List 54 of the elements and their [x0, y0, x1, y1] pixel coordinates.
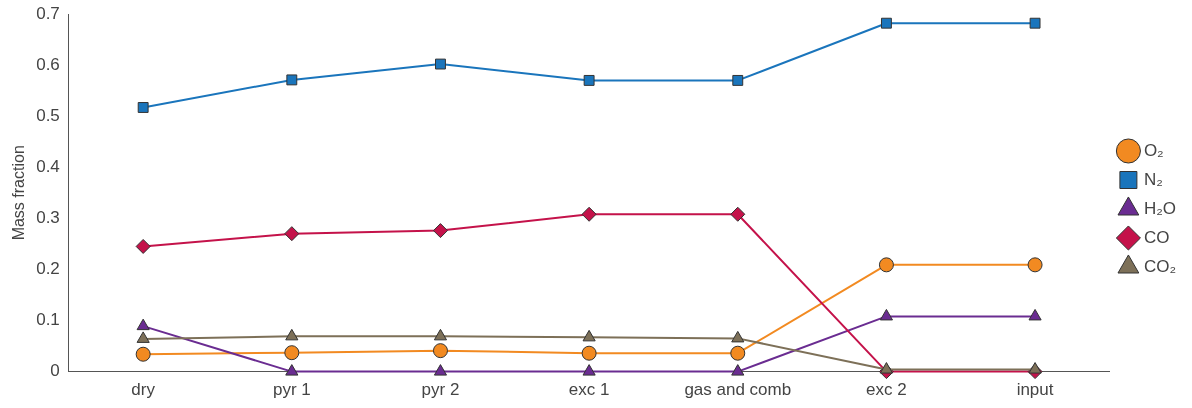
point — [880, 17, 892, 29]
point — [433, 364, 448, 376]
point — [732, 74, 744, 86]
point — [581, 206, 597, 222]
point — [135, 238, 151, 254]
x-tick-label: dry — [131, 380, 156, 400]
x-tick-label: gas and comb — [684, 380, 792, 400]
point — [730, 345, 746, 361]
point — [432, 223, 448, 239]
point — [1028, 308, 1042, 321]
legend-label: CO — [1143, 227, 1170, 247]
y-tick-label: 0.5 — [36, 105, 60, 125]
y-tick-label: 0.1 — [36, 310, 60, 330]
point — [731, 330, 745, 343]
y-tick-label: 0.6 — [36, 54, 60, 74]
point — [284, 226, 300, 242]
point — [433, 328, 448, 341]
y-tick-label: 0.3 — [36, 208, 60, 228]
y-tick-label: 0.2 — [36, 259, 60, 279]
point — [136, 318, 150, 331]
point — [1028, 362, 1042, 374]
point — [582, 329, 596, 342]
x-tick-label: exc 1 — [568, 380, 610, 400]
x-tick-label: exc 2 — [866, 380, 907, 400]
point — [581, 345, 597, 361]
legend-label: CO₂ — [1143, 256, 1177, 276]
point — [286, 74, 298, 86]
point — [137, 102, 149, 113]
legend-label: N₂ — [1143, 169, 1163, 189]
point — [1027, 257, 1043, 273]
point — [879, 362, 893, 374]
point — [435, 58, 446, 70]
y-tick-label: 0 — [50, 361, 60, 381]
point — [135, 346, 151, 362]
point — [285, 328, 299, 341]
point — [879, 308, 893, 321]
point — [136, 331, 150, 343]
point — [583, 74, 595, 86]
point — [284, 345, 300, 361]
legend-label: H₂O — [1143, 198, 1177, 218]
legend-label: O₂ — [1143, 140, 1164, 160]
x-tick-label: pyr 2 — [421, 380, 460, 400]
point — [878, 257, 894, 273]
point — [730, 206, 746, 222]
y-axis-title: Mass fraction — [10, 145, 28, 241]
x-tick-label: pyr 1 — [272, 380, 311, 400]
point — [1029, 17, 1041, 29]
point — [582, 364, 596, 376]
y-tick-label: 0.4 — [36, 156, 60, 176]
point — [285, 364, 299, 376]
point — [731, 364, 745, 376]
x-tick-label: input — [1016, 380, 1054, 400]
point — [432, 343, 448, 359]
y-tick-label: 0.7 — [36, 3, 60, 23]
